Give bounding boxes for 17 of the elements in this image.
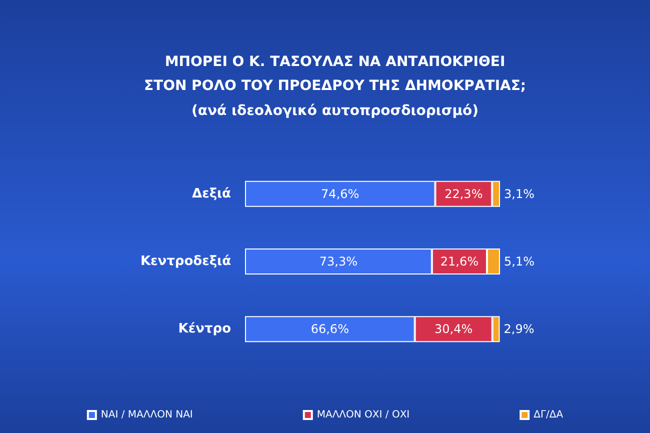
legend-label: ΜΑΛΛΟΝ ΟΧΙ / ΟΧΙ	[316, 410, 410, 420]
data-label: 73,3%	[319, 254, 358, 268]
data-label: 22,3%	[444, 186, 483, 201]
y-tick-label: Δεξιά	[192, 186, 232, 202]
y-tick-label: Κέντρο	[178, 322, 232, 337]
data-label: 5,1%	[504, 254, 534, 268]
chart-title: ΜΠΟΡΕΙ Ο Κ. ΤΑΣΟΥΛΑΣ ΝΑ ΑΝΤΑΠΟΚΡΙΘΕΙ ΣΤΟΝ ΡΟΛΟ ΤΟΥ ΠΡΟΕΔΡΟΥ ΤΗΣ ΔΗΜΟΚΡΑΤΙΑΣ;	[144, 54, 526, 94]
data-label: 21,6%	[440, 254, 479, 268]
chart-subtitle: (ανά ιδεολογικό αυτοπροσδιορισμό)	[191, 103, 479, 119]
data-label: 74,6%	[321, 186, 360, 201]
data-label: 66,6%	[310, 322, 349, 336]
data-label: 3,1%	[504, 186, 534, 201]
data-label: 2,9%	[504, 322, 534, 336]
y-tick-label: Κεντροδεξιά	[140, 254, 232, 269]
legend-label: ΔΓ/ΔΑ	[534, 410, 564, 420]
data-label: 30,4%	[434, 322, 473, 336]
legend-label: ΝΑΙ / ΜΑΛΛΟΝ ΝΑΙ	[100, 410, 193, 420]
